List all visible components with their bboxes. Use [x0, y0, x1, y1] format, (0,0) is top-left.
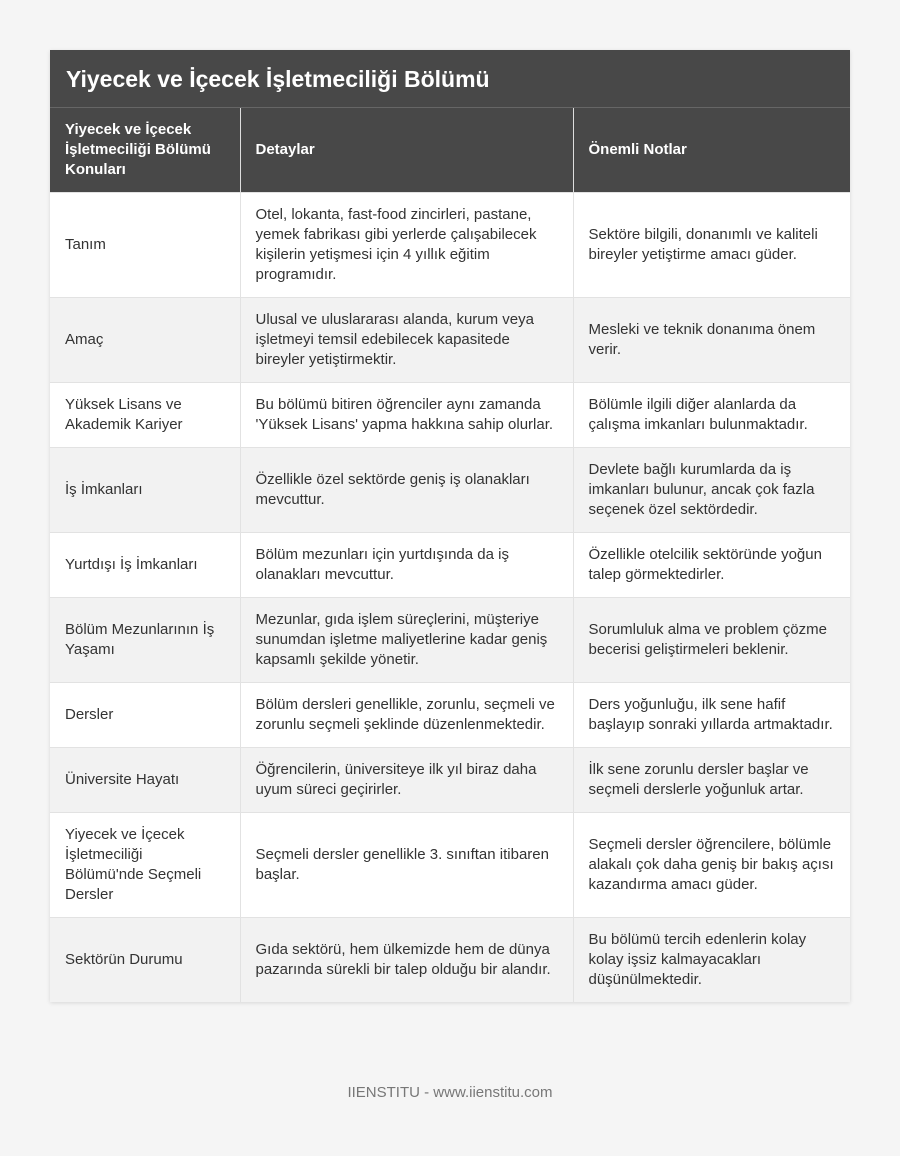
header-row: Yiyecek ve İçecek İşletmeciliği Bölümü K… [50, 108, 850, 193]
header-details: Detaylar [240, 108, 574, 193]
table-row: Yurtdışı İş İmkanları Bölüm mezunları içi… [50, 532, 850, 598]
table-row: Dersler Bölüm dersleri genellikle, zorunl… [50, 682, 850, 748]
cell-topic: Dersler [50, 682, 241, 748]
cell-notes: Bölümle ilgili diğer alanlarda da çalışm… [573, 382, 850, 448]
cell-details: Gıda sektörü, hem ülkemizde hem de dünya… [240, 917, 574, 1002]
cell-topic: Amaç [50, 297, 241, 383]
footer-credit: IIENSTITU - www.iienstitu.com [347, 1084, 553, 1101]
table-row: İş İmkanları Özellikle özel sektörde geni… [50, 447, 850, 533]
table-row: Yüksek Lisans ve Akademik Kariyer Bu bölü… [50, 382, 850, 448]
cell-topic: İş İmkanları [50, 447, 241, 533]
cell-notes: Sektöre bilgili, donanımlı ve kaliteli b… [573, 192, 850, 298]
cell-topic: Yüksek Lisans ve Akademik Kariyer [50, 382, 241, 448]
cell-topic: Üniversite Hayatı [50, 747, 241, 813]
cell-notes: Bu bölümü tercih edenlerin kolay kolay i… [573, 917, 850, 1002]
cell-topic: Bölüm Mezunlarının İş Yaşamı [50, 597, 241, 683]
cell-topic: Tanım [50, 192, 241, 298]
cell-details: Otel, lokanta, fast-food zincirleri, pas… [240, 192, 574, 298]
cell-notes: Özellikle otelcilik sektöründe yoğun tal… [573, 532, 850, 598]
cell-topic: Yiyecek ve İçecek İşletmeciliği Bölümü'n… [50, 812, 241, 918]
cell-notes: Sorumluluk alma ve problem çözme beceris… [573, 597, 850, 683]
cell-topic: Sektörün Durumu [50, 917, 241, 1002]
table-row: Bölüm Mezunlarının İş Yaşamı Mezunlar, gı… [50, 597, 850, 683]
table-row: Üniversite Hayatı Öğrencilerin, üniversit… [50, 747, 850, 813]
cell-details: Bu bölümü bitiren öğrenciler aynı zamand… [240, 382, 574, 448]
table-title: Yiyecek ve İçecek İşletmeciliği Bölümü [50, 50, 850, 108]
cell-notes: Seçmeli dersler öğrencilere, bölümle ala… [573, 812, 850, 918]
table-row: Tanım Otel, lokanta, fast-food zincirleri… [50, 192, 850, 298]
table-row: Amaç Ulusal ve uluslararası alanda, kurum… [50, 297, 850, 383]
cell-notes: İlk sene zorunlu dersler başlar ve seçme… [573, 747, 850, 813]
cell-details: Mezunlar, gıda işlem süreçlerini, müşter… [240, 597, 574, 683]
cell-topic: Yurtdışı İş İmkanları [50, 532, 241, 598]
cell-notes: Devlete bağlı kurumlarda da iş imkanları… [573, 447, 850, 533]
info-table-card: Yiyecek ve İçecek İşletmeciliği Bölümü Y… [50, 50, 850, 1002]
cell-details: Seçmeli dersler genellikle 3. sınıftan i… [240, 812, 574, 918]
info-table: Yiyecek ve İçecek İşletmeciliği Bölümü K… [50, 108, 850, 1002]
cell-notes: Ders yoğunluğu, ilk sene hafif başlayıp … [573, 682, 850, 748]
cell-details: Bölüm dersleri genellikle, zorunlu, seçm… [240, 682, 574, 748]
cell-details: Ulusal ve uluslararası alanda, kurum vey… [240, 297, 574, 383]
cell-details: Öğrencilerin, üniversiteye ilk yıl biraz… [240, 747, 574, 813]
header-topics: Yiyecek ve İçecek İşletmeciliği Bölümü K… [50, 108, 241, 193]
cell-details: Özellikle özel sektörde geniş iş olanakl… [240, 447, 574, 533]
cell-details: Bölüm mezunları için yurtdışında da iş o… [240, 532, 574, 598]
header-notes: Önemli Notlar [573, 108, 850, 193]
cell-notes: Mesleki ve teknik donanıma önem verir. [573, 297, 850, 383]
table-row: Yiyecek ve İçecek İşletmeciliği Bölümü'n… [50, 812, 850, 918]
table-row: Sektörün Durumu Gıda sektörü, hem ülkemiz… [50, 917, 850, 1002]
